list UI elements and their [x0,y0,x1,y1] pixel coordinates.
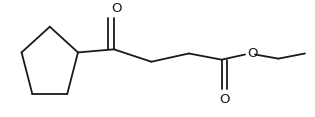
Text: O: O [219,93,230,106]
Text: O: O [112,2,122,15]
Text: O: O [248,48,258,60]
